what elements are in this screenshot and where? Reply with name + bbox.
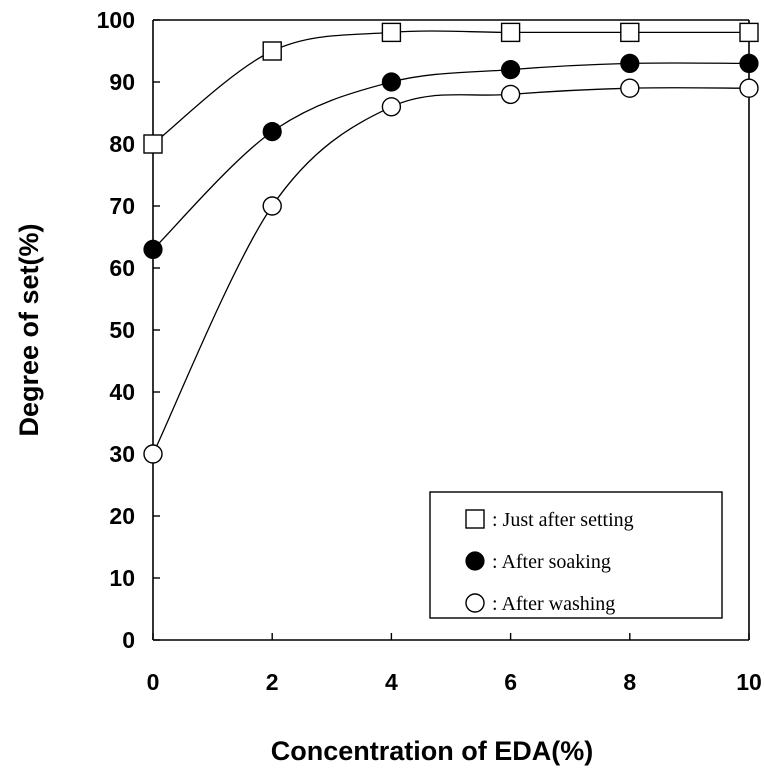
legend-items: : Just after setting : After soaking : Aft… [465, 509, 634, 615]
data-point-just-after-setting [381, 22, 402, 43]
data-point-just-after-setting [620, 22, 640, 43]
y-tick-label: 80 [109, 131, 135, 157]
x-tick-label: 8 [623, 669, 636, 695]
x-tick-label: 10 [736, 669, 762, 695]
legend: : Just after setting : After soaking : Aft… [429, 491, 723, 619]
legend-item-after-soaking: : After soaking [465, 551, 611, 573]
y-tick-label: 0 [122, 627, 135, 653]
y-tick-label: 40 [109, 379, 135, 405]
series-after-soaking [143, 53, 759, 259]
y-tick-label: 50 [109, 317, 135, 343]
x-tick-label: 4 [385, 669, 398, 695]
legend-marker-after-soaking [465, 551, 485, 571]
y-tick-label: 90 [109, 69, 135, 95]
series-layer [143, 22, 759, 464]
legend-item-just-after-setting: : Just after setting [465, 509, 634, 531]
y-ticks: 0 10 20 30 40 50 60 70 80 90 100 [97, 7, 160, 653]
axes [152, 19, 750, 641]
data-point-after-soaking [262, 122, 282, 142]
legend-marker-after-washing [465, 593, 485, 613]
y-tick-label: 100 [97, 7, 135, 33]
legend-label-after-washing: : After washing [492, 593, 615, 615]
y-tick-label: 60 [109, 255, 135, 281]
data-point-after-washing [620, 78, 640, 98]
y-tick-label: 30 [109, 441, 135, 467]
legend-item-after-washing: : After washing [465, 593, 615, 615]
y-tick-label: 10 [109, 565, 135, 591]
x-axis-title: Concentration of EDA(%) [271, 736, 593, 766]
x-tick-label: 6 [504, 669, 517, 695]
data-point-after-washing [143, 444, 163, 464]
legend-label-after-soaking: : After soaking [492, 551, 611, 573]
data-point-after-washing [739, 78, 759, 98]
x-tick-label: 2 [266, 669, 279, 695]
x-ticks: 0 2 4 6 8 10 [147, 633, 762, 695]
data-point-just-after-setting [143, 134, 163, 154]
series-line-after-washing [152, 87, 750, 455]
y-tick-label: 70 [109, 193, 135, 219]
y-axis-title: Degree of set(%) [14, 223, 44, 436]
legend-marker-just-after-setting [465, 509, 485, 529]
y-tick-label: 20 [109, 503, 135, 529]
data-point-after-soaking [620, 53, 640, 74]
legend-label-just-after-setting: : Just after setting [492, 509, 634, 531]
x-tick-label: 0 [147, 669, 160, 695]
data-point-just-after-setting [739, 22, 759, 43]
data-point-after-soaking [381, 72, 401, 92]
series-just-after-setting [143, 22, 759, 154]
data-point-after-soaking [739, 53, 759, 74]
data-point-after-washing [262, 196, 282, 216]
data-point-just-after-setting [262, 41, 282, 61]
data-point-after-washing [500, 84, 521, 105]
series-line-after-soaking [152, 62, 750, 250]
data-point-after-washing [381, 97, 402, 117]
data-point-after-soaking [143, 239, 163, 259]
data-point-just-after-setting [500, 22, 521, 43]
data-point-after-soaking [501, 59, 521, 80]
series-after-washing [143, 78, 759, 464]
